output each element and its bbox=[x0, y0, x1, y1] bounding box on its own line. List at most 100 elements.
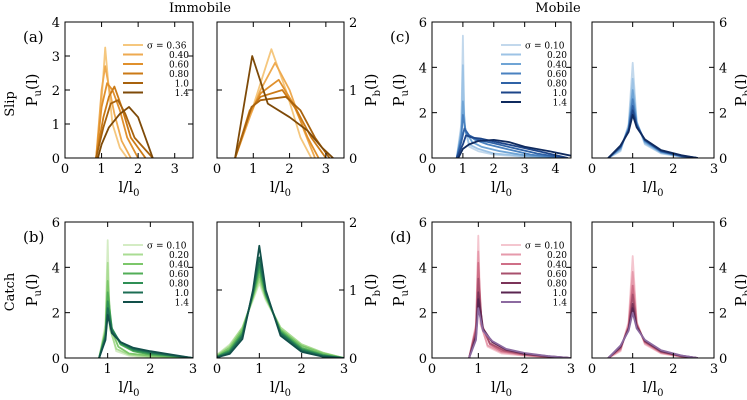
y-tick-label: 2 bbox=[719, 107, 727, 122]
legend-label: 0.40 bbox=[547, 61, 567, 71]
y-axis-label: Pu(l) bbox=[23, 73, 44, 106]
plot-frame bbox=[591, 21, 715, 159]
legend-label: 0.20 bbox=[169, 251, 189, 261]
panel-label: (a) bbox=[23, 28, 44, 46]
legend-label: 1.4 bbox=[175, 89, 190, 99]
legend-label: 0.60 bbox=[547, 270, 567, 280]
y-tick-label: 6 bbox=[419, 216, 427, 231]
legend-label: 1.4 bbox=[553, 99, 568, 109]
y-tick-label: 6 bbox=[52, 216, 60, 231]
series-line-sigma-1.4 bbox=[457, 138, 571, 158]
y-tick-label: 0 bbox=[349, 352, 357, 367]
legend-label: 0.40 bbox=[169, 261, 189, 271]
y-tick-label: 2 bbox=[52, 84, 60, 99]
panel-label: (b) bbox=[23, 228, 44, 246]
x-axis-label: l/l0 bbox=[118, 378, 139, 399]
series-line-sigma-1.4 bbox=[234, 55, 334, 158]
x-tick-label: 1 bbox=[629, 362, 637, 377]
x-tick-label: 0 bbox=[588, 162, 596, 177]
series-line-sigma-1.4 bbox=[217, 244, 344, 358]
y-tick-label: 0 bbox=[419, 152, 427, 167]
y-tick-label: 3 bbox=[52, 50, 60, 65]
x-tick-label: 1 bbox=[459, 162, 467, 177]
y-tick-label: 2 bbox=[419, 107, 427, 122]
legend-label: 0.60 bbox=[169, 270, 189, 280]
series-line-sigma-1.4 bbox=[468, 307, 571, 358]
y-tick-label: 2 bbox=[719, 307, 727, 322]
x-tick-label: 0 bbox=[213, 362, 221, 377]
series-line-sigma-1.4 bbox=[607, 311, 698, 358]
x-tick-label: 1 bbox=[255, 362, 263, 377]
y-tick-label: 4 bbox=[419, 261, 427, 276]
y-tick-label: 1 bbox=[349, 84, 357, 99]
series-line-sigma-0.80 bbox=[95, 85, 147, 158]
legend-label: σ = 0.10 bbox=[525, 42, 565, 52]
x-tick-label: 2 bbox=[669, 162, 677, 177]
y-axis-label: Pu(l) bbox=[23, 273, 44, 306]
series-line-sigma-1.4 bbox=[97, 106, 154, 158]
legend-label: 1.0 bbox=[175, 80, 190, 90]
y-axis-label: Pu(l) bbox=[390, 273, 411, 306]
legend-label: 0.40 bbox=[169, 51, 189, 61]
series-line-sigma-1.0 bbox=[217, 256, 344, 358]
x-tick-label: 0 bbox=[588, 362, 596, 377]
x-tick-label: 1 bbox=[629, 162, 637, 177]
plot-frame bbox=[64, 221, 194, 359]
legend-label: 1.0 bbox=[175, 289, 190, 299]
series-line-sigma-1.0 bbox=[455, 134, 569, 158]
legend-label: σ = 0.10 bbox=[525, 242, 565, 252]
y-tick-label: 2 bbox=[52, 307, 60, 322]
y-axis-label: Pb(l) bbox=[732, 273, 747, 306]
x-axis-label: l/l0 bbox=[270, 378, 291, 399]
x-tick-label: 2 bbox=[134, 162, 142, 177]
x-tick-label: 1 bbox=[474, 362, 482, 377]
series-line-sigma-1.0 bbox=[607, 307, 698, 358]
y-axis-label: Pb(l) bbox=[362, 273, 383, 306]
x-tick-label: 2 bbox=[669, 362, 677, 377]
x-tick-label: 3 bbox=[340, 362, 348, 377]
y-tick-label: 2 bbox=[419, 307, 427, 322]
y-tick-label: 1 bbox=[349, 284, 357, 299]
series-line-sigma-0.40 bbox=[607, 89, 698, 158]
series-line-sigma-0.80 bbox=[455, 127, 565, 158]
y-axis-label: Pb(l) bbox=[362, 73, 383, 106]
x-tick-label: 1 bbox=[97, 162, 105, 177]
panel-label: (c) bbox=[390, 28, 410, 46]
y-tick-label: 4 bbox=[52, 261, 60, 276]
legend-label: 1.4 bbox=[553, 299, 568, 309]
x-tick-label: 0 bbox=[61, 162, 69, 177]
x-tick-label: 3 bbox=[322, 162, 330, 177]
legend-label: 0.80 bbox=[169, 70, 189, 80]
y-axis-label: Pu(l) bbox=[390, 73, 411, 106]
x-tick-label: 0 bbox=[428, 362, 436, 377]
y-tick-label: 2 bbox=[349, 216, 357, 231]
x-tick-label: 2 bbox=[490, 162, 498, 177]
x-tick-label: 0 bbox=[428, 162, 436, 177]
y-tick-label: 0 bbox=[349, 152, 357, 167]
x-tick-label: 2 bbox=[521, 362, 529, 377]
chart-c-left: 0 1 2 3 4 0 2 4 6 l/l0 Pu(l) (c) σ = 0.100.200.400.6… bbox=[390, 16, 572, 199]
legend-label: 1.4 bbox=[175, 299, 190, 309]
y-tick-label: 0 bbox=[52, 352, 60, 367]
x-axis-label: l/l0 bbox=[642, 378, 663, 399]
series-line-sigma-1.0 bbox=[234, 95, 331, 158]
chart-b-left: 0 1 2 3 0 2 4 6 l/l0 Pu(l) (b) σ = 0.100.200.400.60… bbox=[23, 216, 197, 399]
header-mobile: Mobile bbox=[535, 1, 581, 16]
y-tick-label: 6 bbox=[719, 16, 727, 31]
plot-frame bbox=[431, 21, 572, 159]
y-tick-label: 4 bbox=[719, 61, 727, 76]
x-axis-label: l/l0 bbox=[118, 178, 139, 199]
chart-a-left: 0 1 2 3 0 1 2 3 4 l/l0 Pu(l) (a) σ = 0.360.400.600.8… bbox=[23, 16, 194, 199]
x-tick-label: 4 bbox=[551, 162, 559, 177]
legend-label: 0.20 bbox=[547, 251, 567, 261]
legend-label: 0.60 bbox=[169, 61, 189, 71]
legend-label: σ = 0.10 bbox=[147, 242, 187, 252]
x-tick-label: 3 bbox=[710, 362, 718, 377]
x-tick-label: 3 bbox=[710, 162, 718, 177]
x-tick-label: 2 bbox=[285, 162, 293, 177]
legend-label: 1.0 bbox=[553, 289, 568, 299]
y-tick-label: 4 bbox=[52, 16, 60, 31]
x-axis-label: l/l0 bbox=[642, 178, 663, 199]
